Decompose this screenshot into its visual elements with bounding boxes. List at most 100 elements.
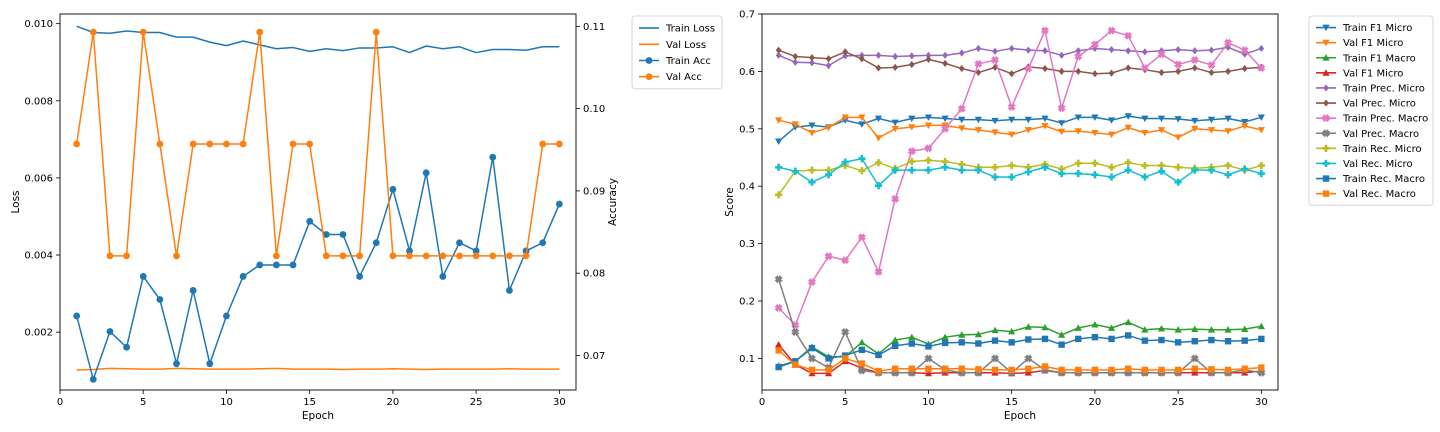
data-point bbox=[858, 155, 866, 163]
data-point bbox=[156, 140, 164, 148]
data-point bbox=[1058, 331, 1066, 338]
data-point bbox=[809, 54, 815, 62]
data-point bbox=[1241, 337, 1248, 344]
data-point bbox=[1241, 369, 1249, 376]
data-point bbox=[106, 328, 114, 335]
x-tick-label: 10 bbox=[220, 397, 233, 408]
legend-swatch-marker bbox=[645, 73, 653, 81]
data-point bbox=[1224, 338, 1232, 345]
plot-frame bbox=[761, 13, 1279, 391]
data-point bbox=[1174, 116, 1182, 123]
data-point bbox=[73, 140, 81, 148]
data-point bbox=[891, 342, 899, 349]
data-point bbox=[1258, 335, 1265, 343]
data-point bbox=[1007, 102, 1016, 112]
data-point bbox=[1091, 114, 1099, 121]
series-train-prec-macro bbox=[774, 26, 1266, 330]
data-point bbox=[941, 157, 949, 166]
data-point bbox=[223, 312, 230, 320]
x-tick-label: 5 bbox=[140, 397, 146, 408]
data-point bbox=[272, 261, 280, 269]
legend-swatch-marker bbox=[1322, 69, 1330, 76]
data-point bbox=[958, 125, 966, 132]
x-tick-label: 20 bbox=[1089, 397, 1102, 408]
data-point bbox=[975, 68, 982, 77]
data-point bbox=[555, 140, 563, 148]
y-tick-label: 0.004 bbox=[24, 251, 53, 262]
data-point bbox=[1075, 67, 1082, 76]
y-axis-label-accuracy: Accuracy bbox=[607, 178, 619, 226]
data-point bbox=[1241, 365, 1248, 372]
data-point bbox=[1175, 45, 1182, 54]
data-point bbox=[1141, 326, 1149, 333]
data-point bbox=[1241, 325, 1249, 333]
data-point bbox=[439, 273, 447, 280]
y-tick-label: 0.2 bbox=[739, 297, 755, 308]
score-chart: 0 5 10 15 20 25 30 0.1 0.2 0.3 0.4 0.5 0.6 0.7 Epoch Sc… bbox=[724, 10, 1434, 422]
data-point bbox=[1008, 161, 1016, 170]
data-point bbox=[1024, 323, 1032, 330]
data-point bbox=[857, 233, 866, 242]
data-point bbox=[1024, 127, 1032, 134]
data-point bbox=[808, 166, 816, 174]
data-point bbox=[1058, 128, 1066, 136]
loss-accuracy-chart: 0 5 10 15 20 25 30 0.002 0.004 0.006 0.008 0.010 0.0… bbox=[10, 13, 723, 422]
data-point bbox=[1125, 47, 1132, 55]
data-point bbox=[1174, 178, 1182, 186]
data-point bbox=[991, 326, 999, 334]
data-point bbox=[406, 247, 413, 255]
data-point bbox=[1191, 338, 1198, 345]
data-point bbox=[1207, 116, 1216, 124]
x-tick-label: 5 bbox=[842, 397, 848, 408]
data-point bbox=[1140, 63, 1149, 73]
data-point bbox=[1224, 171, 1232, 179]
data-point bbox=[1191, 117, 1199, 125]
data-point bbox=[925, 343, 932, 350]
data-point bbox=[1208, 366, 1215, 373]
data-point bbox=[792, 361, 799, 368]
data-point bbox=[1008, 70, 1015, 78]
data-point bbox=[775, 341, 783, 348]
y-tick-label: 0.008 bbox=[24, 96, 53, 107]
data-point bbox=[1024, 354, 1033, 363]
legend-label: Val Acc bbox=[666, 72, 702, 83]
y-tick-label: 0.010 bbox=[24, 19, 53, 30]
series-val-loss bbox=[76, 367, 560, 371]
data-point bbox=[942, 51, 948, 59]
y-tick-label: 0.11 bbox=[583, 22, 605, 33]
legend-swatch-marker bbox=[1321, 129, 1331, 138]
data-point bbox=[306, 217, 314, 225]
data-point bbox=[808, 344, 816, 352]
data-point bbox=[1174, 163, 1182, 171]
data-point bbox=[1075, 366, 1082, 374]
data-point bbox=[1124, 113, 1132, 120]
data-point bbox=[1224, 326, 1232, 333]
legend-swatch-marker bbox=[1322, 39, 1330, 47]
x-tick-label: 0 bbox=[759, 397, 765, 408]
legend-label: Val Prec. Macro bbox=[1343, 129, 1419, 140]
legend-label: Train Acc bbox=[665, 56, 711, 67]
data-point bbox=[506, 287, 513, 294]
data-point bbox=[841, 327, 850, 337]
data-point bbox=[1157, 324, 1166, 332]
data-point bbox=[1042, 64, 1048, 73]
legend-item-val-loss: Val Loss bbox=[639, 40, 706, 51]
data-point bbox=[808, 366, 816, 374]
data-point bbox=[958, 160, 966, 168]
y-tick-label: 0.6 bbox=[739, 67, 755, 78]
data-point bbox=[824, 252, 833, 261]
data-point bbox=[1224, 128, 1232, 135]
data-point bbox=[842, 52, 849, 60]
plot-area bbox=[762, 14, 1278, 390]
data-point bbox=[1124, 124, 1132, 132]
legend-label: Val F1 Micro bbox=[1343, 68, 1403, 79]
data-point bbox=[1041, 115, 1049, 123]
data-point bbox=[1207, 326, 1216, 333]
data-point bbox=[1174, 134, 1182, 142]
legend-swatch-marker bbox=[1323, 99, 1329, 107]
data-point bbox=[924, 122, 933, 129]
data-point bbox=[874, 267, 883, 276]
data-point bbox=[139, 28, 147, 36]
data-point bbox=[874, 159, 883, 167]
legend-label: Val Prec. Micro bbox=[1343, 99, 1416, 110]
